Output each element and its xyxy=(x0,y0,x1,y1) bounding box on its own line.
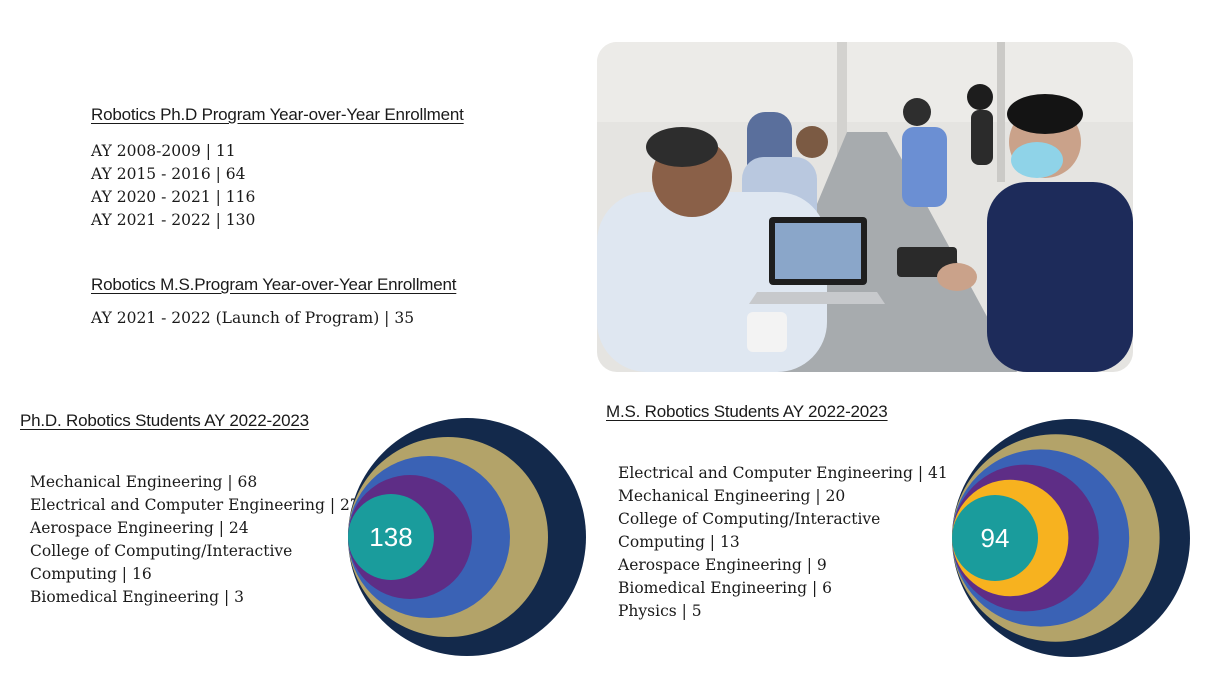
phd-students-heading: Ph.D. Robotics Students AY 2022-2023 xyxy=(20,411,309,430)
list-item: Electrical and Computer Engineering | 41 xyxy=(618,464,948,482)
list-item: Electrical and Computer Engineering | 27 xyxy=(30,496,360,514)
ms-enrollment-list: AY 2021 - 2022 (Launch of Program) | 35 xyxy=(91,307,414,330)
phd-enrollment-list: AY 2008-2009 | 11 AY 2015 - 2016 | 64 AY… xyxy=(91,140,255,232)
circle-center xyxy=(348,494,434,580)
ms-enrollment-heading: Robotics M.S.Program Year-over-Year Enro… xyxy=(91,275,457,294)
list-item: Mechanical Engineering | 68 xyxy=(30,473,258,491)
phd-enrollment-heading: Robotics Ph.D Program Year-over-Year Enr… xyxy=(91,105,464,124)
list-item: AY 2008-2009 | 11 xyxy=(91,142,236,160)
list-item: Aerospace Engineering | 24 xyxy=(30,519,249,537)
list-item: Aerospace Engineering | 9 xyxy=(618,556,827,574)
phd-students-list: Mechanical Engineering | 68 Electrical a… xyxy=(30,471,360,609)
nested-circles-svg: 94 xyxy=(952,419,1190,657)
list-item: College of Computing/Interactive Computi… xyxy=(618,510,881,551)
people-meeting-photo xyxy=(597,42,1133,372)
chart-total-label: 94 xyxy=(981,523,1010,553)
ms-students-heading: M.S. Robotics Students AY 2022-2023 xyxy=(606,402,888,421)
list-item: AY 2020 - 2021 | 116 xyxy=(91,188,256,206)
circle-center xyxy=(952,495,1038,581)
phd-nested-circle-chart: 138 xyxy=(346,417,586,657)
ms-nested-circle-chart: 94 xyxy=(950,418,1190,658)
nested-circles-svg: 138 xyxy=(348,418,586,656)
list-item: Physics | 5 xyxy=(618,602,702,620)
ms-students-list: Electrical and Computer Engineering | 41… xyxy=(618,462,948,623)
list-item: AY 2021 - 2022 | 130 xyxy=(91,211,256,229)
list-item: Biomedical Engineering | 3 xyxy=(30,588,244,606)
list-item: College of Computing/Interactive Computi… xyxy=(30,542,293,583)
meeting-photo xyxy=(597,42,1133,372)
list-item: AY 2021 - 2022 (Launch of Program) | 35 xyxy=(91,309,415,327)
list-item: AY 2015 - 2016 | 64 xyxy=(91,165,246,183)
list-item: Mechanical Engineering | 20 xyxy=(618,487,846,505)
list-item: Biomedical Engineering | 6 xyxy=(618,579,832,597)
chart-total-label: 138 xyxy=(369,522,412,552)
